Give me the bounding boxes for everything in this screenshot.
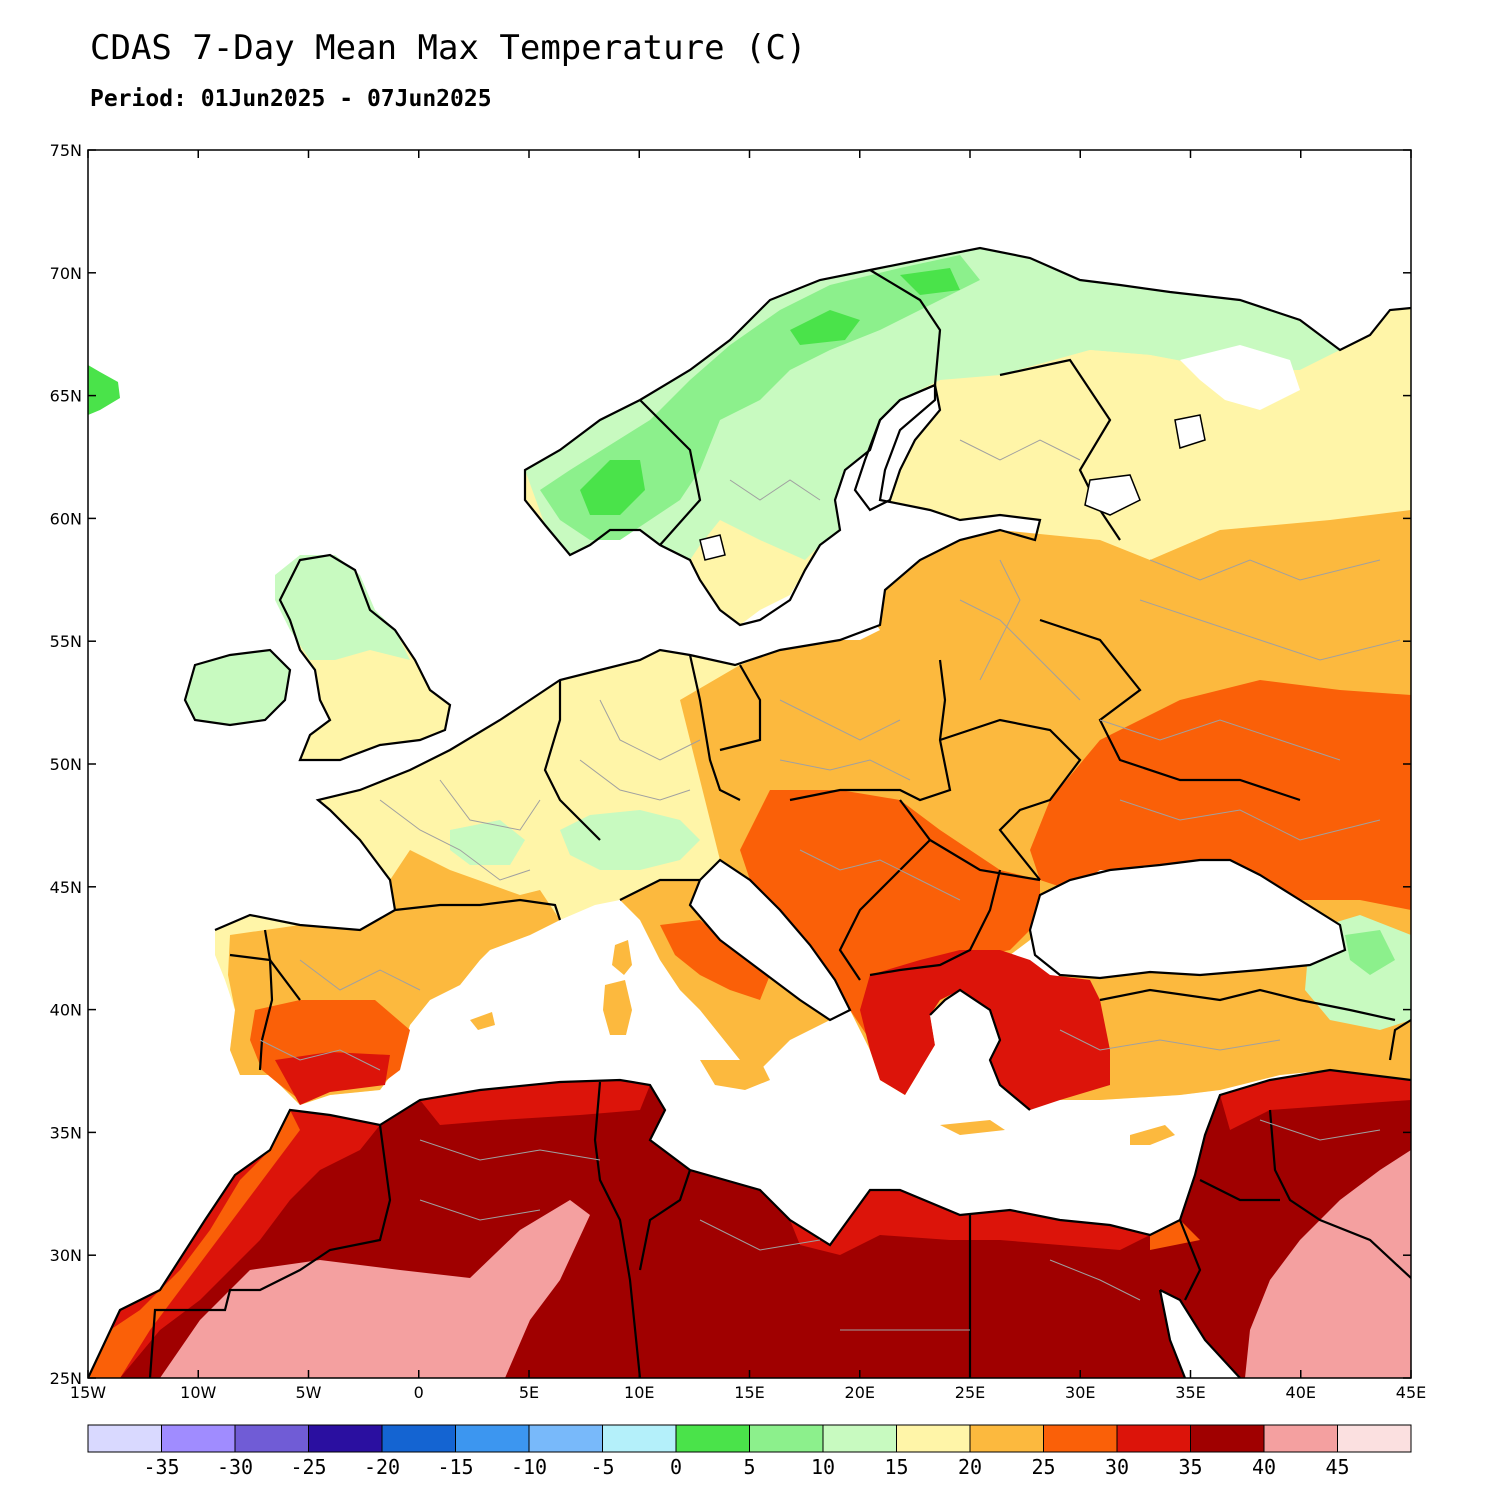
land-balkans-red <box>860 950 1110 1110</box>
lat-tick-label: 30N <box>50 1246 82 1265</box>
colorbar-label: -15 <box>437 1455 473 1479</box>
lat-tick-label: 35N <box>50 1123 82 1142</box>
lon-tick-label: 45E <box>1396 1383 1426 1402</box>
island-crete <box>940 1120 1005 1135</box>
land-ireland <box>185 650 290 725</box>
sea-aegean <box>920 990 1030 1115</box>
longitude-axis: 15W 10W 5W 0 5E 10E 15E 20E 25E 30E 35E 40E 45E <box>70 150 1426 1402</box>
lat-tick-label: 50N <box>50 755 82 774</box>
colorbar-swatch <box>87 1424 162 1453</box>
colorbar-swatch <box>455 1424 530 1453</box>
admin-borders <box>259 439 1401 1331</box>
lon-tick-label: 25E <box>955 1383 985 1402</box>
colorbar-label: 15 <box>884 1455 908 1479</box>
colorbar-label: 0 <box>670 1455 682 1479</box>
island-iceland-edge <box>88 365 120 415</box>
colorbar-swatch <box>1116 1424 1191 1453</box>
colorbar-swatch <box>234 1424 309 1453</box>
lon-tick-label: 5E <box>519 1383 539 1402</box>
colorbar-label: 5 <box>743 1455 755 1479</box>
sea-north-adriatic <box>690 860 850 1020</box>
land-scandinavia <box>525 248 1340 560</box>
colorbar-swatch <box>308 1424 383 1453</box>
land-ukraine-dark-orange <box>1030 680 1411 910</box>
lon-tick-label: 35E <box>1175 1383 1205 1402</box>
island-cyprus <box>1130 1125 1175 1145</box>
colorbar-swatch <box>1190 1424 1265 1453</box>
colorbar-swatch <box>822 1424 897 1453</box>
lon-tick-label: 15E <box>734 1383 764 1402</box>
lon-tick-label: 0 <box>414 1383 424 1402</box>
colorbar-swatch <box>381 1424 456 1453</box>
lat-tick-label: 65N <box>50 387 82 406</box>
land-finland <box>880 350 1411 560</box>
colorbar-label: 40 <box>1252 1455 1276 1479</box>
lakes <box>699 414 1206 561</box>
map-title: CDAS 7-Day Mean Max Temperature (C) <box>90 28 807 68</box>
country-borders <box>88 246 1411 1378</box>
colorbar-label: 45 <box>1325 1455 1349 1479</box>
island-corsica-sardinia <box>603 940 632 1035</box>
lon-tick-label: 20E <box>845 1383 875 1402</box>
colorbar-label: -35 <box>143 1455 179 1479</box>
lat-tick-label: 70N <box>50 264 82 283</box>
period-subtitle: Period: 01Jun2025 - 07Jun2025 <box>90 86 492 112</box>
lon-tick-label: 5W <box>296 1383 322 1402</box>
lon-tick-label: 10W <box>180 1383 216 1402</box>
sea-white-sea <box>1180 345 1300 410</box>
lat-tick-label: 45N <box>50 878 82 897</box>
land-balkans-dark-orange <box>740 790 1040 1040</box>
colorbar-swatch <box>1043 1424 1118 1453</box>
colorbar-swatch <box>969 1424 1044 1453</box>
lat-tick-label: 60N <box>50 509 82 528</box>
lat-tick-label: 55N <box>50 632 82 651</box>
colorbar-swatch <box>528 1424 603 1453</box>
colorbar-label: -10 <box>511 1455 547 1479</box>
colorbar-swatch <box>602 1424 677 1453</box>
land-iberia-red <box>275 1052 390 1105</box>
colorbar-label: 20 <box>958 1455 982 1479</box>
map-plot-area <box>88 150 1411 1378</box>
colorbar-label: -5 <box>590 1455 614 1479</box>
colorbar-label: 25 <box>1031 1455 1055 1479</box>
colorbar-swatch <box>749 1424 824 1453</box>
colorbar-label: 30 <box>1105 1455 1129 1479</box>
sea-baltic <box>740 500 955 640</box>
colorbar-label: -30 <box>217 1455 253 1479</box>
lat-tick-label: 40N <box>50 1001 82 1020</box>
colorbar: -35 -30 -25 -20 -15 -10 -5 0 5 10 15 20 25 30 35 40 45 <box>87 1424 1412 1479</box>
land-sahara-pink <box>160 1150 1411 1378</box>
colorbar-label: -20 <box>364 1455 400 1479</box>
colorbar-swatch <box>1263 1424 1338 1453</box>
land-alps-green <box>450 810 700 870</box>
lat-tick-label: 75N <box>50 141 82 160</box>
colorbar-label: -25 <box>290 1455 326 1479</box>
island-balearic <box>470 1012 495 1030</box>
lon-tick-label: 30E <box>1065 1383 1095 1402</box>
land-north-africa-red <box>88 1070 1411 1378</box>
latitude-axis: 25N 30N 35N 40N 45N 50N 55N 60N 65N 70N 75N <box>50 141 1411 1388</box>
lat-tick-label: 25N <box>50 1369 82 1388</box>
colorbar-label: 10 <box>811 1455 835 1479</box>
colorbar-swatch <box>675 1424 750 1453</box>
lon-tick-label: 10E <box>624 1383 654 1402</box>
sea-gulf-of-bothnia <box>855 385 940 510</box>
colorbar-label: 35 <box>1178 1455 1202 1479</box>
lon-tick-label: 40E <box>1286 1383 1316 1402</box>
sea-black-sea <box>1030 860 1345 978</box>
island-sicily <box>700 1060 770 1090</box>
land-caucasus-dark-green <box>1345 930 1395 975</box>
lon-tick-label: 15W <box>70 1383 106 1402</box>
land-scandinavia-dark-green <box>580 268 960 515</box>
colorbar-swatch <box>1337 1424 1412 1453</box>
land-scandinavia-green <box>540 255 980 540</box>
colorbar-swatch <box>896 1424 971 1453</box>
colorbar-swatch <box>161 1424 236 1453</box>
land-italy-dark-orange <box>660 920 770 1000</box>
land-great-britain-north <box>275 555 410 660</box>
